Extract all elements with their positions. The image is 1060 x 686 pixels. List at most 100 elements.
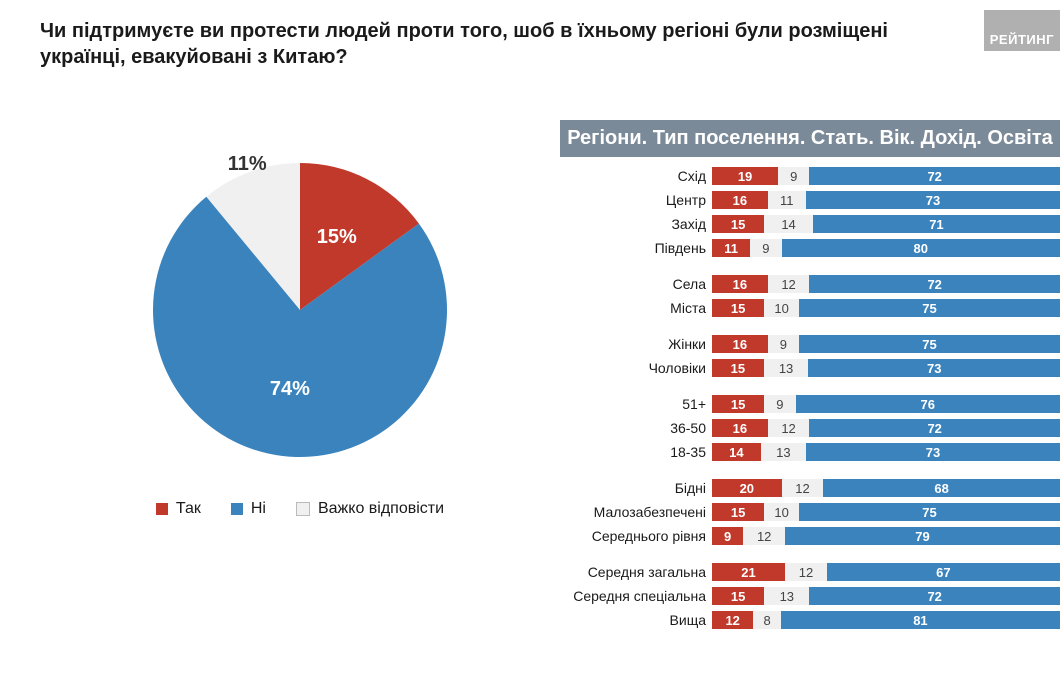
- bar-row-label: Південь: [560, 240, 712, 256]
- bar-row: Міста151075: [560, 297, 1060, 319]
- watermark-badge: РЕЙТИНГ: [984, 10, 1060, 51]
- bar-row-label: Вища: [560, 612, 712, 628]
- bar-track: 19972: [712, 167, 1060, 185]
- bar-segment-no: 79: [785, 527, 1060, 545]
- pie-panel: 11% 15% 74% Так Ні Важко відповісти: [40, 110, 560, 645]
- bar-segment-hard: 10: [764, 503, 799, 521]
- bar-segment-no: 80: [782, 239, 1060, 257]
- bar-segment-hard: 11: [768, 191, 806, 209]
- bars-panel: Регіони. Тип поселення. Стать. Вік. Дохі…: [560, 110, 1060, 645]
- bar-track: 151373: [712, 359, 1060, 377]
- bar-track: 151075: [712, 503, 1060, 521]
- bar-segment-yes: 15: [712, 359, 764, 377]
- bar-row-label: 51+: [560, 396, 712, 412]
- bar-row-label: Міста: [560, 300, 712, 316]
- legend-item-hard: Важко відповісти: [296, 500, 444, 518]
- bar-segment-hard: 12: [785, 563, 827, 581]
- bar-track: 161272: [712, 275, 1060, 293]
- bar-track: 11980: [712, 239, 1060, 257]
- bar-row: Середня спеціальна151372: [560, 585, 1060, 607]
- bar-segment-yes: 16: [712, 419, 768, 437]
- page-title: Чи підтримуєте ви протести людей проти т…: [40, 18, 940, 70]
- bar-row: Села161272: [560, 273, 1060, 295]
- bar-segment-no: 72: [809, 587, 1060, 605]
- bar-track: 151471: [712, 215, 1060, 233]
- page-root: РЕЙТИНГ Чи підтримуєте ви протести людей…: [0, 0, 1060, 686]
- bar-segment-hard: 14: [764, 215, 813, 233]
- bar-segment-hard: 12: [768, 419, 810, 437]
- pie-svg: [150, 160, 450, 460]
- pie-legend: Так Ні Важко відповісти: [156, 500, 444, 518]
- legend-item-yes: Так: [156, 500, 201, 518]
- bar-segment-no: 72: [809, 167, 1060, 185]
- legend-swatch-yes: [156, 503, 168, 515]
- bar-segment-yes: 15: [712, 503, 764, 521]
- bar-segment-no: 71: [813, 215, 1060, 233]
- bar-segment-no: 72: [809, 419, 1060, 437]
- bar-row: Середнього рівня91279: [560, 525, 1060, 547]
- bar-track: 201268: [712, 479, 1060, 497]
- bar-group: Середня загальна211267Середня спеціальна…: [560, 561, 1060, 631]
- bar-segment-hard: 9: [750, 239, 781, 257]
- bar-segment-hard: 12: [768, 275, 810, 293]
- bar-row: Чоловіки151373: [560, 357, 1060, 379]
- bar-row-label: Середня спеціальна: [560, 588, 712, 604]
- bar-track: 161173: [712, 191, 1060, 209]
- legend-label-no: Ні: [251, 500, 266, 518]
- bar-segment-yes: 15: [712, 395, 764, 413]
- bar-track: 12881: [712, 611, 1060, 629]
- bar-row: 51+15976: [560, 393, 1060, 415]
- bar-row-label: 18-35: [560, 444, 712, 460]
- pie-label-yes: 15%: [317, 226, 357, 249]
- bar-segment-yes: 9: [712, 527, 743, 545]
- bar-segment-yes: 11: [712, 239, 750, 257]
- bar-row: Південь11980: [560, 237, 1060, 259]
- bar-track: 161272: [712, 419, 1060, 437]
- bar-segment-yes: 15: [712, 215, 764, 233]
- bar-row: 36-50161272: [560, 417, 1060, 439]
- pie-label-no: 74%: [270, 378, 310, 401]
- bar-segment-no: 72: [809, 275, 1060, 293]
- bar-segment-yes: 21: [712, 563, 785, 581]
- bar-row-label: Центр: [560, 192, 712, 208]
- bar-row: Схід19972: [560, 165, 1060, 187]
- bar-segment-no: 75: [799, 503, 1060, 521]
- bar-row: Центр161173: [560, 189, 1060, 211]
- bar-row: Жінки16975: [560, 333, 1060, 355]
- bar-segment-yes: 16: [712, 191, 768, 209]
- bar-segment-no: 81: [781, 611, 1060, 629]
- bar-group: Бідні201268Малозабезпечені151075Середньо…: [560, 477, 1060, 547]
- bar-row-label: Чоловіки: [560, 360, 712, 376]
- bar-group: Схід19972Центр161173Захід151471Південь11…: [560, 165, 1060, 259]
- bar-track: 151075: [712, 299, 1060, 317]
- bar-row: Вища12881: [560, 609, 1060, 631]
- pie-label-hard: 11%: [228, 153, 267, 176]
- bar-track: 16975: [712, 335, 1060, 353]
- bar-segment-no: 68: [823, 479, 1060, 497]
- bar-track: 141373: [712, 443, 1060, 461]
- bar-segment-yes: 16: [712, 275, 768, 293]
- bar-segment-no: 67: [827, 563, 1060, 581]
- legend-item-no: Ні: [231, 500, 266, 518]
- bar-row-label: Жінки: [560, 336, 712, 352]
- bar-group: 51+1597636-5016127218-35141373: [560, 393, 1060, 463]
- bar-segment-no: 73: [808, 359, 1060, 377]
- bar-segment-no: 75: [799, 335, 1060, 353]
- bars-header: Регіони. Тип поселення. Стать. Вік. Дохі…: [560, 120, 1060, 157]
- bar-segment-yes: 15: [712, 299, 764, 317]
- bar-segment-hard: 9: [764, 395, 795, 413]
- bar-group: Села161272Міста151075: [560, 273, 1060, 319]
- bar-segment-hard: 10: [764, 299, 799, 317]
- bar-track: 15976: [712, 395, 1060, 413]
- bar-segment-no: 76: [796, 395, 1060, 413]
- bar-track: 151372: [712, 587, 1060, 605]
- bar-segment-hard: 8: [753, 611, 781, 629]
- bar-row-label: Захід: [560, 216, 712, 232]
- legend-label-hard: Важко відповісти: [318, 500, 444, 518]
- bar-row: Середня загальна211267: [560, 561, 1060, 583]
- bar-row: Захід151471: [560, 213, 1060, 235]
- bar-row-label: Середня загальна: [560, 564, 712, 580]
- bar-row: 18-35141373: [560, 441, 1060, 463]
- legend-swatch-no: [231, 503, 243, 515]
- bar-row-label: Схід: [560, 168, 712, 184]
